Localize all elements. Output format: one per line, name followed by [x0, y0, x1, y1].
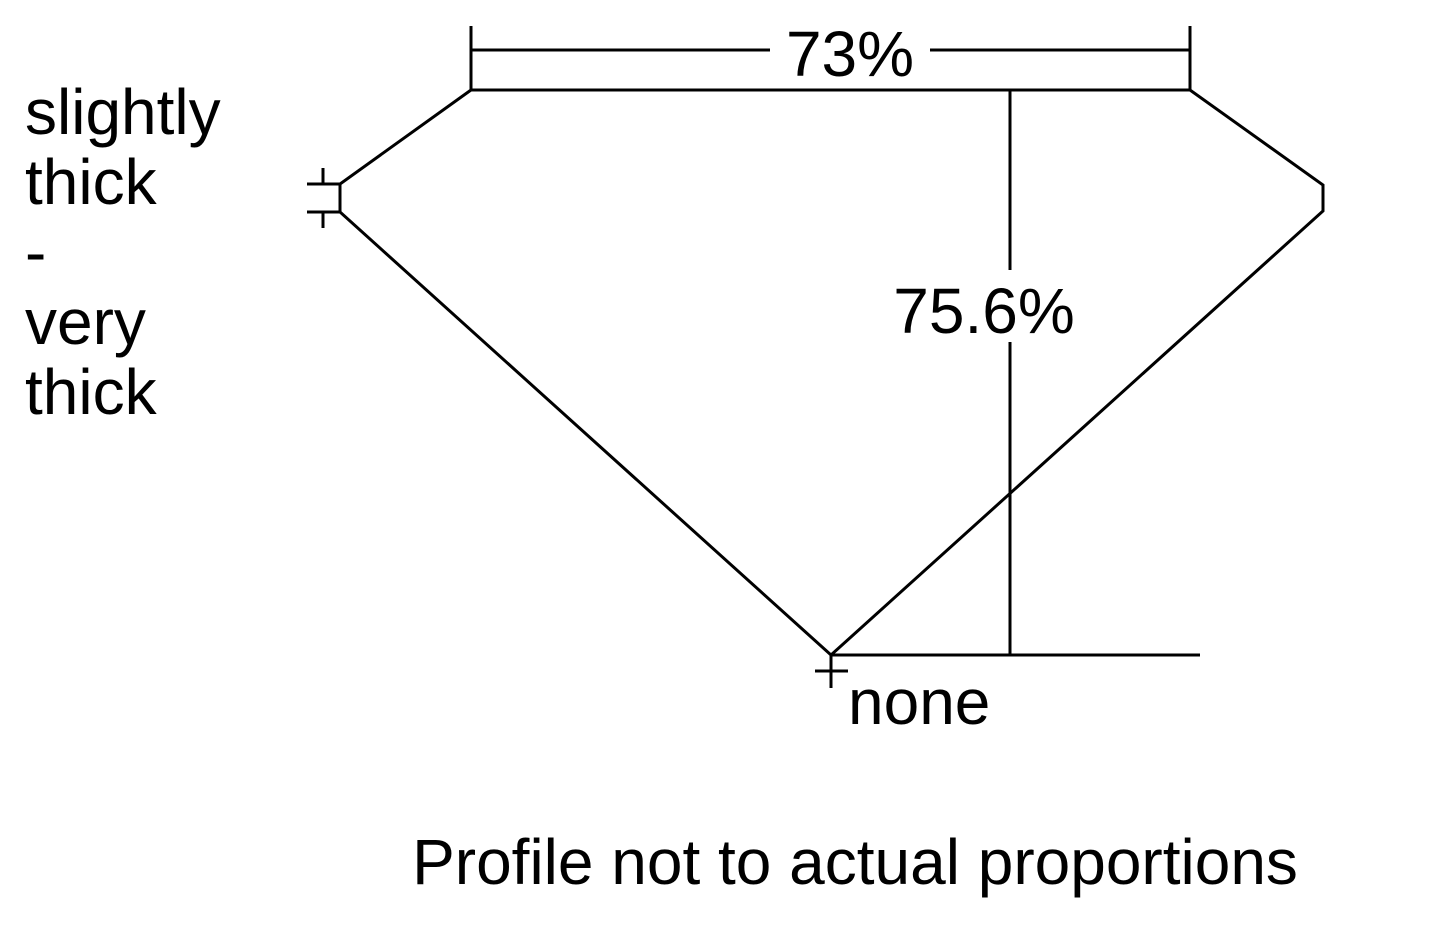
- girdle-label: slightly thick - very thick: [25, 76, 221, 428]
- girdle-label-line: slightly: [25, 76, 221, 148]
- girdle-label-line: -: [25, 216, 46, 288]
- girdle-label-line: thick: [25, 356, 158, 428]
- gem-outline: [338, 88, 1325, 658]
- depth-percent-label: 75.6%: [893, 275, 1074, 347]
- girdle-label-line: thick: [25, 146, 158, 218]
- footnote: Profile not to actual proportions: [412, 826, 1298, 898]
- table-percent-label: 73%: [786, 18, 914, 90]
- girdle-label-line: very: [25, 286, 146, 358]
- culet-label: none: [848, 666, 990, 738]
